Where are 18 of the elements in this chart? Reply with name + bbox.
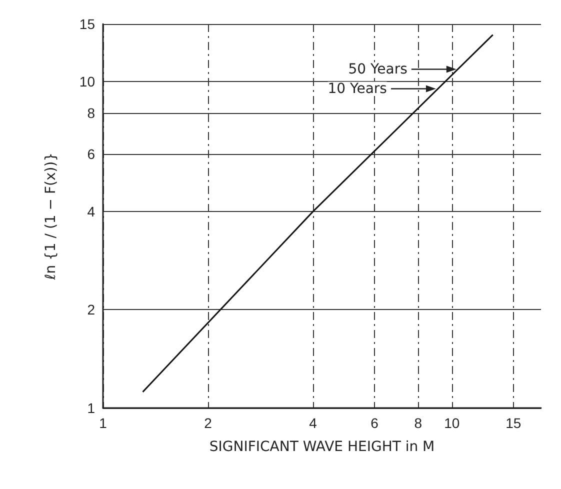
x-tick-label: 15 (506, 415, 522, 431)
annotation: 50 Years (348, 61, 408, 78)
annotation: 10 Years (328, 80, 387, 97)
y-tick-label: 15 (79, 16, 96, 32)
y-tick-label: 1 (87, 400, 96, 416)
x-tick-label: 6 (370, 415, 379, 431)
x-tick-label: 4 (309, 415, 318, 431)
y-tick-label: 6 (87, 146, 96, 162)
y-tick-label: 10 (79, 73, 96, 90)
y-tick-label: 8 (87, 105, 96, 122)
y-tick-label: 4 (87, 203, 96, 220)
y-axis-title: ℓn {1 / (1 − F(x))} (43, 152, 59, 281)
x-axis-title: SIGNIFICANT WAVE HEIGHT in M (209, 439, 435, 455)
x-tick-label: 2 (204, 415, 212, 431)
x-tick-label: 8 (414, 415, 422, 431)
x-tick-label: 1 (99, 415, 108, 431)
x-tick-label: 10 (444, 415, 460, 431)
y-tick-label: 2 (87, 302, 96, 318)
